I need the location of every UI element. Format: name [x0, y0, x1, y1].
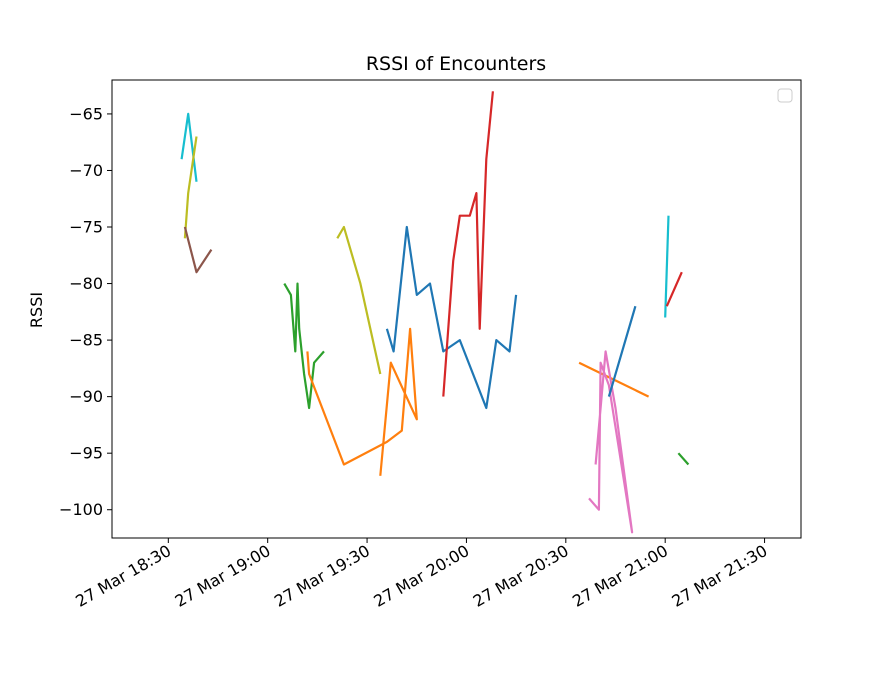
legend-box	[777, 88, 793, 103]
series-line-5	[306, 327, 418, 476]
series-line-12	[664, 215, 670, 318]
series-line-10	[588, 350, 634, 534]
series-line-14	[677, 452, 690, 466]
y-tick-label: −70	[69, 161, 103, 180]
plot-frame	[111, 79, 802, 539]
series-layer	[180, 91, 690, 534]
y-tick-label: −80	[69, 274, 103, 293]
chart-title: RSSI of Encounters	[366, 53, 546, 75]
y-tick-label: −100	[59, 500, 103, 519]
y-tick-label: −75	[69, 218, 103, 237]
series-line-6	[336, 225, 382, 375]
series-line-4	[283, 282, 325, 410]
series-line-11	[607, 305, 637, 397]
series-line-3	[183, 226, 213, 274]
y-tick-label: −95	[69, 444, 103, 463]
series-line-13	[665, 271, 683, 307]
y-axis-label: RSSI	[27, 292, 46, 328]
y-tick-label: −65	[69, 104, 103, 123]
series-line-7	[385, 225, 518, 410]
series-line-8	[442, 91, 494, 397]
y-tick-label: −90	[69, 387, 103, 406]
series-line-2	[183, 136, 198, 239]
y-tick-label: −85	[69, 331, 103, 350]
